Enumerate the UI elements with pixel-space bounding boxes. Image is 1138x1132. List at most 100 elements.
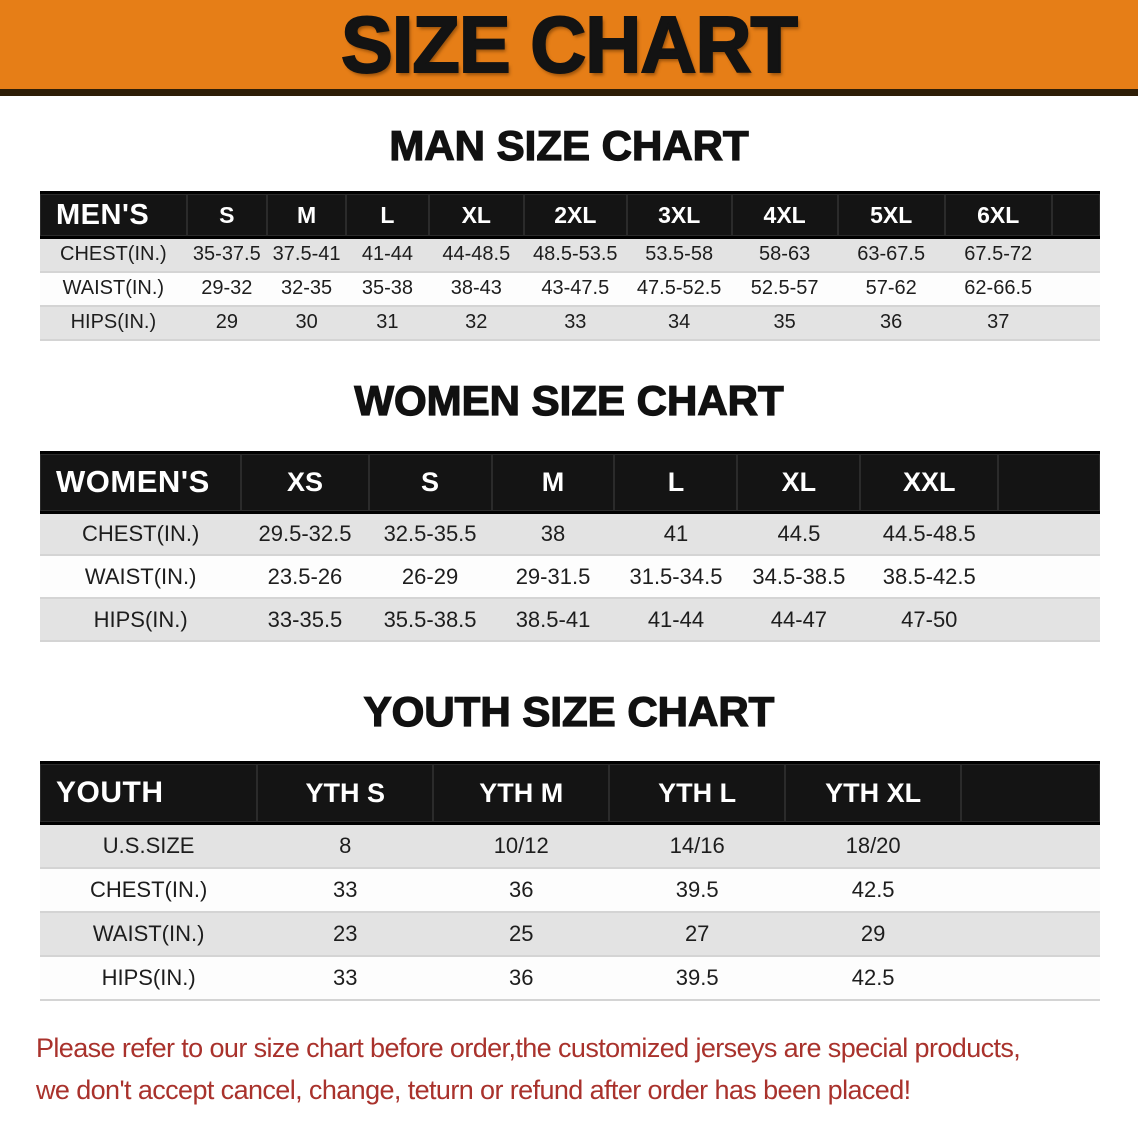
size-value-cell: 41-44: [614, 598, 738, 643]
size-value-cell: 44-48.5: [428, 237, 524, 273]
table-row: WAIST(IN.) 23.5-26 26-29 29-31.5 31.5-34.5 34…: [40, 555, 1100, 600]
size-value-cell: 29: [186, 305, 267, 341]
row-label: WAIST(IN.): [40, 911, 258, 957]
size-value-cell: 39.5: [609, 867, 786, 913]
disclaimer-line-2: we don't accept cancel, change, teturn o…: [36, 1074, 911, 1105]
size-value-cell: 31: [346, 305, 429, 341]
size-header-cell: L: [614, 450, 738, 514]
size-value-cell: 10/12: [433, 823, 610, 869]
size-value-cell: 35-37.5: [186, 237, 267, 273]
table-row: HIPS(IN.) 29 30 31 32 33 34 35 36 37: [40, 305, 1100, 341]
size-value-cell: 26-29: [368, 555, 492, 600]
row-spacer-cell: [998, 598, 1100, 643]
size-value-cell: 14/16: [609, 823, 786, 869]
size-value-cell: 42.5: [785, 955, 962, 1001]
size-value-cell: 29-32: [186, 271, 267, 307]
size-header-cell: XL: [428, 191, 524, 240]
size-value-cell: 33: [523, 305, 627, 341]
size-value-cell: 44.5-48.5: [860, 512, 999, 557]
size-value-cell: 38.5-41: [491, 598, 615, 643]
row-label: WAIST(IN.): [40, 271, 187, 307]
row-spacer-cell: [1051, 305, 1100, 341]
section-heading: WOMEN SIZE CHART: [354, 376, 785, 424]
size-header-cell: XL: [737, 450, 861, 514]
size-value-cell: 53.5-58: [626, 237, 732, 273]
size-header-cell: YTH XL: [785, 761, 962, 826]
size-value-cell: 29: [785, 911, 962, 957]
size-section-2: YOUTH SIZE CHART YOUTH YTH S YTH M YTH L YTH …: [0, 687, 1138, 1001]
row-spacer-cell: [998, 555, 1100, 600]
row-spacer-cell: [961, 823, 1100, 869]
row-label: CHEST(IN.): [40, 237, 187, 273]
size-value-cell: 44.5: [737, 512, 861, 557]
size-value-cell: 34.5-38.5: [737, 555, 861, 600]
size-header-cell: YTH M: [433, 761, 610, 826]
size-value-cell: 36: [837, 305, 945, 341]
row-spacer-cell: [961, 955, 1100, 1001]
row-label: HIPS(IN.): [40, 305, 187, 341]
size-value-cell: 42.5: [785, 867, 962, 913]
size-value-cell: 25: [433, 911, 610, 957]
size-value-cell: 57-62: [837, 271, 945, 307]
size-value-cell: 36: [433, 867, 610, 913]
size-value-cell: 63-67.5: [837, 237, 945, 273]
size-chart-banner: SIZE CHART: [0, 0, 1138, 96]
size-value-cell: 29-31.5: [491, 555, 615, 600]
size-value-cell: 31.5-34.5: [614, 555, 738, 600]
table-row: CHEST(IN.) 35-37.5 37.5-41 41-44 44-48.5 48.5…: [40, 237, 1100, 273]
size-header-cell: S: [368, 450, 492, 514]
size-value-cell: 38-43: [428, 271, 524, 307]
size-value-cell: 67.5-72: [944, 237, 1052, 273]
section-heading: YOUTH SIZE CHART: [363, 687, 775, 736]
row-label: WAIST(IN.): [40, 555, 242, 600]
size-value-cell: 35.5-38.5: [368, 598, 492, 643]
size-header-cell: M: [491, 450, 615, 514]
size-value-cell: 33-35.5: [241, 598, 369, 643]
row-label: CHEST(IN.): [40, 512, 242, 557]
row-spacer-cell: [1051, 237, 1100, 273]
disclaimer-line-1: Please refer to our size chart before or…: [36, 1032, 1021, 1063]
row-label: CHEST(IN.): [40, 867, 258, 913]
size-section-1: WOMEN SIZE CHART WOMEN'S XS S M L XL XXL CHEST(I…: [0, 376, 1138, 643]
table-row: WAIST(IN.) 29-32 32-35 35-38 38-43 43-47.5 47.…: [40, 271, 1100, 307]
row-spacer-cell: [998, 512, 1100, 557]
size-header-cell: L: [346, 191, 429, 240]
size-header-row: MEN'S S M L XL 2XL 3XL 4XL 5XL 6XL: [40, 191, 1100, 240]
size-header-cell: S: [186, 191, 267, 240]
size-value-cell: 38.5-42.5: [860, 555, 999, 600]
size-header-cell: 6XL: [944, 191, 1052, 240]
row-spacer-cell: [1051, 271, 1100, 307]
size-value-cell: 37.5-41: [266, 237, 347, 273]
table-row: CHEST(IN.) 29.5-32.5 32.5-35.5 38 41 44.5 44.5…: [40, 512, 1100, 557]
size-value-cell: 43-47.5: [523, 271, 627, 307]
size-table: MEN'S S M L XL 2XL 3XL 4XL 5XL 6XL CHEST(IN.) 35-37…: [40, 191, 1100, 341]
table-row: HIPS(IN.) 33 36 39.5 42.5: [40, 955, 1100, 1001]
size-value-cell: 58-63: [731, 237, 838, 273]
size-value-cell: 38: [491, 512, 615, 557]
table-row: CHEST(IN.) 33 36 39.5 42.5: [40, 867, 1100, 913]
size-value-cell: 62-66.5: [944, 271, 1052, 307]
table-corner-label: WOMEN'S: [40, 450, 242, 514]
row-label: HIPS(IN.): [40, 598, 242, 643]
size-section-0: MAN SIZE CHART MEN'S S M L XL 2XL 3XL 4XL 5XL 6XL C…: [0, 121, 1138, 341]
size-value-cell: 35-38: [346, 271, 429, 307]
size-value-cell: 36: [433, 955, 610, 1001]
sections-host: MAN SIZE CHART MEN'S S M L XL 2XL 3XL 4XL 5XL 6XL C…: [0, 121, 1138, 1001]
size-header-row: WOMEN'S XS S M L XL XXL: [40, 450, 1100, 514]
disclaimer: Please refer to our size chart before or…: [36, 1027, 1128, 1111]
header-spacer-cell: [961, 761, 1100, 826]
size-header-cell: 5XL: [837, 191, 945, 240]
size-header-cell: YTH S: [257, 761, 434, 826]
size-value-cell: 41: [614, 512, 738, 557]
size-header-cell: 2XL: [523, 191, 627, 240]
banner-title: SIZE CHART: [340, 0, 799, 90]
size-value-cell: 34: [626, 305, 732, 341]
size-value-cell: 47-50: [860, 598, 999, 643]
size-value-cell: 48.5-53.5: [523, 237, 627, 273]
size-value-cell: 33: [257, 955, 434, 1001]
table-corner-label: MEN'S: [40, 191, 187, 240]
row-spacer-cell: [961, 867, 1100, 913]
size-header-cell: XS: [241, 450, 369, 514]
size-value-cell: 32-35: [266, 271, 347, 307]
size-header-cell: XXL: [860, 450, 999, 514]
